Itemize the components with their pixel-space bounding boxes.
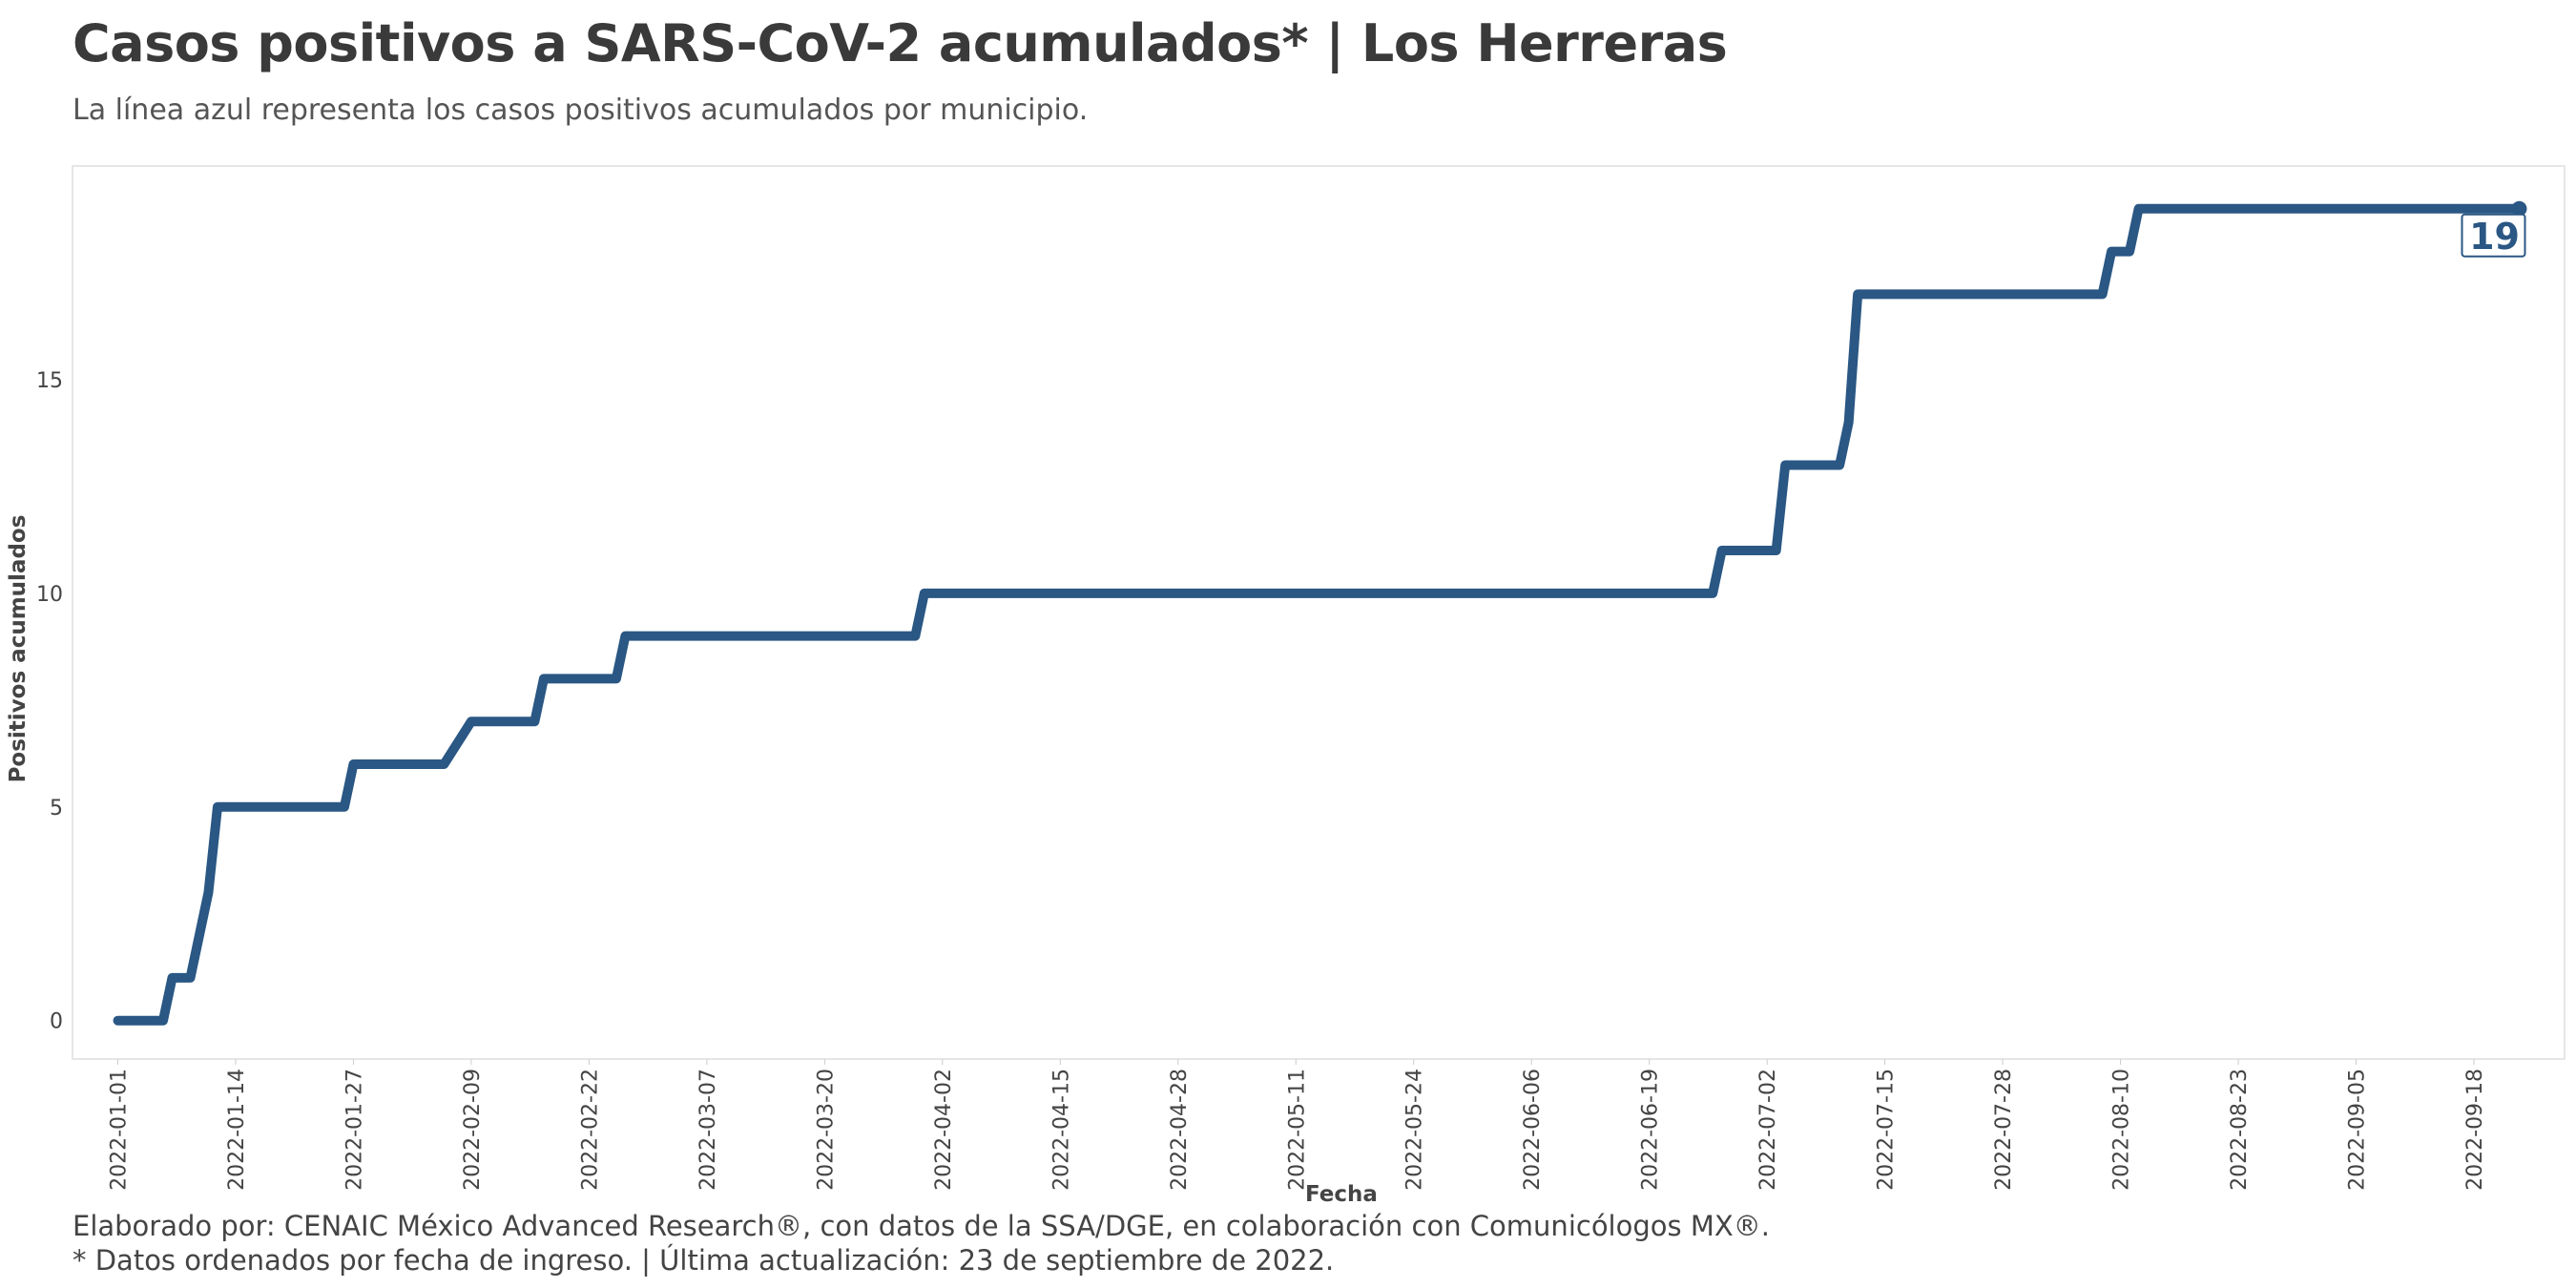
x-tick-label: 2022-05-11 (1285, 1069, 1309, 1191)
x-tick-label: 2022-09-05 (2346, 1069, 2370, 1191)
x-tick-label: 2022-03-20 (814, 1069, 838, 1191)
x-tick-label: 2022-03-07 (696, 1069, 720, 1191)
y-tick-label: 5 (50, 797, 63, 821)
x-tick-label: 2022-02-09 (461, 1069, 485, 1191)
x-tick-label: 2022-04-28 (1168, 1069, 1192, 1191)
x-tick-label: 2022-05-24 (1403, 1069, 1427, 1191)
x-tick-label: 2022-07-15 (1875, 1069, 1899, 1191)
x-tick-label: 2022-02-22 (578, 1069, 602, 1191)
y-axis-ticks: 0 5 10 15 (36, 369, 63, 1034)
y-tick-label: 10 (36, 583, 63, 607)
end-value-label: 19 (2469, 216, 2520, 258)
end-point-marker (2511, 200, 2527, 217)
x-tick-label: 2022-01-14 (225, 1069, 249, 1191)
x-tick-label: 2022-07-28 (1992, 1069, 2016, 1191)
chart-subtitle: La línea azul representa los casos posit… (73, 93, 1089, 127)
x-tick-label: 2022-08-10 (2110, 1069, 2134, 1191)
y-tick-label: 15 (36, 369, 63, 393)
caption-note: * Datos ordenados por fecha de ingreso. … (73, 1244, 1335, 1277)
x-tick-label: 2022-06-06 (1521, 1069, 1545, 1191)
y-tick-label: 0 (50, 1010, 63, 1034)
x-tick-label: 2022-01-01 (107, 1069, 131, 1191)
x-tick-label: 2022-01-27 (343, 1069, 366, 1191)
chart-title: Casos positivos a SARS-CoV-2 acumulados*… (73, 13, 1728, 73)
caption-source: Elaborado por: CENAIC México Advanced Re… (73, 1210, 1770, 1242)
x-axis-label: Fecha (1305, 1182, 1378, 1207)
y-axis-label: Positivos acumulados (6, 515, 31, 783)
x-tick-label: 2022-06-19 (1639, 1069, 1663, 1191)
x-axis-ticks: 2022-01-01 2022-01-14 2022-01-27 2022-02-09… (107, 1059, 2487, 1191)
x-tick-label: 2022-09-18 (2463, 1069, 2487, 1191)
plot-panel (72, 165, 2566, 1060)
x-tick-label: 2022-08-23 (2228, 1069, 2252, 1191)
x-tick-label: 2022-04-02 (932, 1069, 956, 1191)
x-tick-label: 2022-04-15 (1049, 1069, 1073, 1191)
end-label-box (2461, 213, 2526, 258)
x-tick-label: 2022-07-02 (1756, 1069, 1780, 1191)
series-line (113, 203, 2524, 1026)
